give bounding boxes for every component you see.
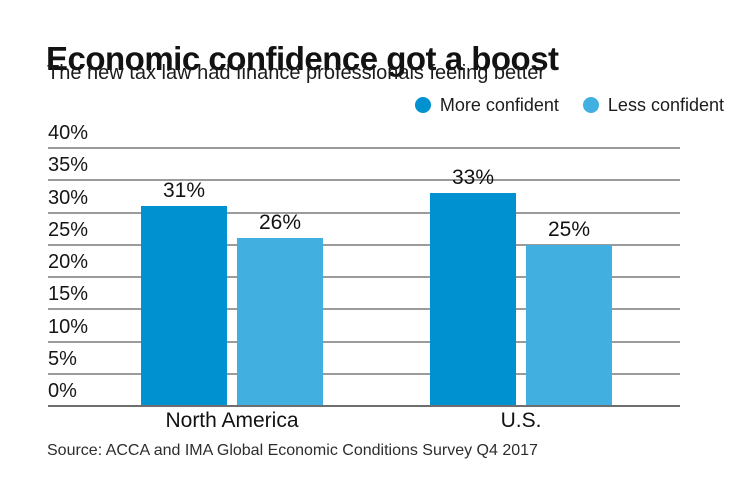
y-axis-tick-label: 10%	[48, 315, 89, 338]
x-axis-category-label: North America	[165, 409, 299, 432]
y-axis-tick-label: 35%	[48, 154, 89, 177]
legend-dot-less-confident-icon	[582, 97, 599, 113]
bar-value-label: 33%	[451, 166, 495, 190]
bar-value-label: 31%	[162, 179, 206, 203]
chart-legend: More confident Less confident	[414, 94, 724, 116]
y-axis-tick-label: 40%	[48, 122, 89, 144]
gridline	[48, 340, 680, 343]
gridline	[48, 372, 680, 375]
legend-label-less-confident: Less confident	[607, 94, 724, 115]
bar-less-confident-u-s	[526, 244, 612, 406]
gridline	[48, 243, 680, 246]
y-axis-tick-label: 20%	[48, 251, 89, 273]
legend-item-less-confident: Less confident	[582, 94, 724, 116]
bar-value-label: 25%	[547, 217, 591, 241]
y-axis-tick-label: 0%	[48, 380, 77, 402]
bar-more-confident-u-s	[430, 193, 516, 406]
gridline	[48, 179, 680, 182]
y-axis-tick-label: 15%	[48, 283, 89, 306]
gridline	[48, 308, 680, 311]
legend-item-more-confident: More confident	[414, 94, 559, 116]
legend-label-more-confident: More confident	[439, 94, 559, 115]
x-axis-baseline	[48, 405, 680, 407]
chart-subtitle: The new tax law had finance professional…	[47, 62, 546, 84]
gridline	[48, 211, 680, 214]
legend-dot-more-confident-icon	[414, 97, 431, 113]
y-axis-tick-label: 5%	[48, 347, 77, 370]
source-note: Source: ACCA and IMA Global Economic Con…	[47, 442, 538, 459]
y-axis-tick-label: 25%	[48, 218, 89, 241]
gridline	[48, 147, 680, 149]
gridline	[48, 276, 680, 278]
y-axis-tick-label: 30%	[48, 186, 89, 209]
x-axis-category-label: U.S.	[500, 409, 542, 432]
bar-value-label: 26%	[258, 211, 302, 235]
bar-less-confident-north-america	[237, 238, 323, 406]
bar-more-confident-north-america	[141, 206, 227, 406]
chart-title: Economic confidence got a boost	[46, 40, 559, 78]
